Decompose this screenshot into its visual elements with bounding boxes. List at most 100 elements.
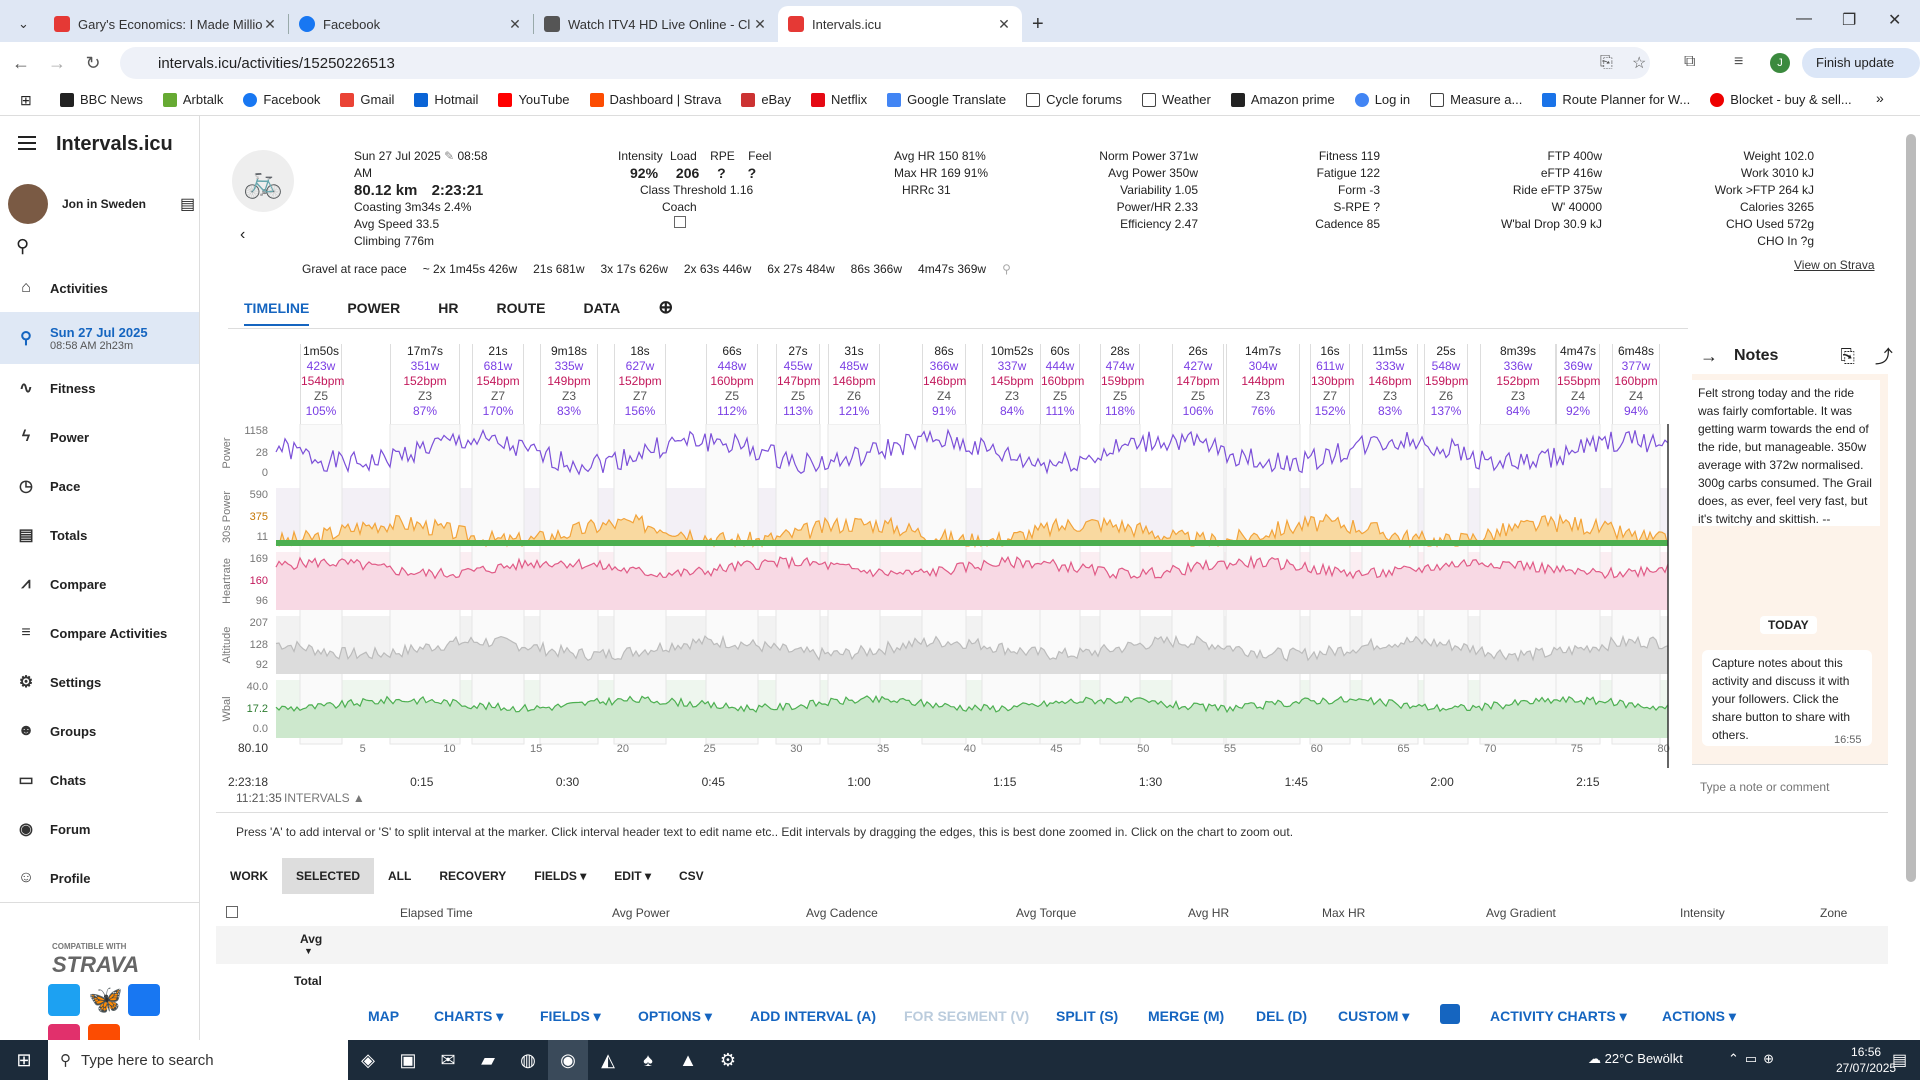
tab-timeline[interactable]: TIMELINE (244, 300, 310, 326)
close-window-icon[interactable]: ✕ (1888, 12, 1902, 29)
edge-icon[interactable]: ◍ (520, 1049, 536, 1070)
interval-header[interactable]: 60s 444w 160bpm Z5 111% (1040, 344, 1084, 424)
app-icon[interactable]: ◭ (601, 1049, 615, 1070)
activity-note[interactable]: Felt strong today and the ride was fairl… (1692, 380, 1880, 526)
bookmark-login[interactable]: Log in (1354, 92, 1410, 107)
interval-header[interactable]: 28s 474w 159bpm Z5 118% (1100, 344, 1144, 424)
new-tab-button[interactable]: + (1032, 12, 1044, 35)
bookmark-ebay[interactable]: eBay (741, 92, 791, 107)
col-avg-hr[interactable]: Avg HR (1188, 906, 1230, 920)
interval-header[interactable]: 6m48s 377w 160bpm Z4 94% (1612, 344, 1660, 424)
filter-work[interactable]: WORK (230, 869, 268, 883)
col-avg-gradient[interactable]: Avg Gradient (1486, 906, 1556, 920)
sidebar-item-compare-activities[interactable]: ≡ Compare Activities (0, 609, 199, 657)
tab-power[interactable]: POWER (347, 300, 401, 316)
extensions-icon[interactable]: ⧉ (1684, 53, 1696, 70)
interval-header[interactable]: 17m7s 351w 152bpm Z3 87% (390, 344, 460, 424)
attach-icon[interactable]: ⎘ (1840, 345, 1855, 366)
bookmark-measure[interactable]: Measure a... (1430, 92, 1522, 107)
search-icon[interactable]: ⚲ (16, 236, 30, 256)
install-icon[interactable]: ⎘ (1600, 54, 1613, 71)
view-on-strava-link[interactable]: View on Strava (1794, 258, 1875, 272)
close-icon[interactable]: ✕ (509, 15, 521, 32)
facebook-share-icon[interactable] (128, 984, 160, 1016)
interval-header[interactable]: 26s 427w 147bpm Z5 106% (1172, 344, 1224, 424)
bookmark-cycle-forums[interactable]: Cycle forums (1026, 92, 1122, 107)
interval-header[interactable]: 1m50s 423w 154bpm Z5 105% (300, 344, 344, 424)
share-icon[interactable]: ⤴ (1874, 347, 1893, 367)
coach-checkbox[interactable] (674, 216, 686, 228)
actions-button[interactable]: ACTIONS ▾ (1662, 1008, 1736, 1024)
col-zone[interactable]: Zone (1820, 906, 1848, 920)
notification-icon[interactable]: ▤ (1892, 1052, 1908, 1069)
bookmark-arbtalk[interactable]: Arbtalk (162, 92, 223, 107)
map-button[interactable]: MAP (368, 1008, 400, 1024)
windows-start-icon[interactable]: ⊞ (16, 1049, 32, 1070)
camera-icon[interactable] (1440, 1004, 1460, 1024)
add-interval-button[interactable]: ADD INTERVAL (A) (750, 1008, 876, 1024)
bookmark-bbc[interactable]: BBC News (60, 92, 143, 107)
media-icon[interactable]: ≡ (1734, 53, 1744, 70)
sort-down-icon[interactable]: ▼ (304, 946, 313, 956)
sidebar-item-chats[interactable]: ▭ Chats (0, 756, 199, 804)
sidebar-item-settings[interactable]: ⚙ Settings (0, 658, 199, 706)
vlc-icon[interactable]: ▲ (679, 1049, 697, 1070)
filter-all[interactable]: ALL (388, 869, 412, 883)
select-all-checkbox[interactable] (226, 906, 238, 918)
tab-4-active[interactable]: Intervals.icu ✕ (778, 6, 1022, 42)
menu-icon[interactable] (18, 136, 36, 150)
col-avg-power[interactable]: Avg Power (612, 906, 670, 920)
intervals-toggle[interactable]: INTERVALS ▲ (284, 791, 365, 804)
maximize-icon[interactable]: ❐ (1842, 12, 1857, 29)
instagram-icon[interactable] (48, 1024, 80, 1040)
for-segment-button[interactable]: FOR SEGMENT (V) (904, 1008, 1030, 1024)
bookmark-facebook[interactable]: Facebook (243, 92, 320, 107)
add-tab-icon[interactable]: ⊕ (658, 297, 674, 317)
chevron-left-icon[interactable]: ‹ (240, 226, 246, 243)
tab-3[interactable]: Watch ITV4 HD Live Online - Cl ✕ (534, 6, 778, 42)
user-profile[interactable]: Jon in Sweden ▤ (8, 184, 195, 224)
col-max-hr[interactable]: Max HR (1322, 906, 1366, 920)
col-avg-torque[interactable]: Avg Torque (1016, 906, 1077, 920)
bookmark-youtube[interactable]: YouTube (498, 92, 570, 107)
interval-header[interactable]: 11m5s 333w 146bpm Z3 83% (1362, 344, 1418, 424)
file-explorer-icon[interactable]: ▰ (481, 1049, 495, 1070)
interval-header[interactable]: 16s 611w 130bpm Z7 152% (1310, 344, 1354, 424)
fields-dropdown[interactable]: FIELDS ▾ (534, 869, 587, 883)
app-logo[interactable]: Intervals.icu (56, 133, 173, 155)
search-icon[interactable]: ⚲ (1002, 262, 1011, 276)
interval-header[interactable]: 66s 448w 160bpm Z5 112% (706, 344, 758, 424)
delete-button[interactable]: DEL (D) (1256, 1008, 1308, 1024)
bookmark-route-planner[interactable]: Route Planner for W... (1542, 92, 1690, 107)
bookmark-star-icon[interactable]: ☆ (1632, 55, 1647, 72)
options-button[interactable]: OPTIONS ▾ (638, 1008, 712, 1024)
back-icon[interactable]: ← (12, 52, 30, 73)
bookmark-strava[interactable]: Dashboard | Strava (589, 92, 721, 107)
copilot-icon[interactable]: ◈ (361, 1049, 375, 1070)
finish-update-button[interactable]: Finish update ⋮ (1802, 48, 1920, 100)
tab-route[interactable]: ROUTE (496, 300, 546, 316)
tab-2[interactable]: Facebook ✕ (289, 6, 533, 42)
notes-icon[interactable]: ▤ (180, 196, 196, 213)
timeline-chart[interactable]: Power 30s Power Heartrate Altitude Wbal 1158 2… (216, 424, 1676, 804)
store-icon[interactable]: ▣ (399, 1049, 417, 1070)
sidebar-item-groups[interactable]: ☻ Groups (17, 722, 97, 739)
sidebar-item-activities[interactable]: ⌂ Activities (0, 264, 199, 312)
col-elapsed-time[interactable]: Elapsed Time (400, 906, 473, 920)
bluesky-icon[interactable]: 🦋 (88, 984, 123, 1015)
close-icon[interactable]: ✕ (998, 15, 1010, 32)
col-avg-cadence[interactable]: Avg Cadence (806, 906, 878, 920)
outlook-icon[interactable]: ✉ (440, 1049, 456, 1070)
bookmark-blocket[interactable]: Blocket - buy & sell... (1710, 92, 1852, 107)
charts-button[interactable]: CHARTS ▾ (434, 1008, 504, 1024)
close-icon[interactable]: ✕ (754, 15, 766, 32)
interval-header[interactable]: 25s 548w 159bpm Z6 137% (1424, 344, 1468, 424)
twitter-icon[interactable] (48, 984, 80, 1016)
col-intensity[interactable]: Intensity (1680, 906, 1725, 920)
sidebar-item-compare[interactable]: ⩘ Compare (0, 560, 199, 608)
interval-header[interactable]: 9m18s 335w 149bpm Z3 83% (540, 344, 598, 424)
interval-header[interactable]: 10m52s 337w 145bpm Z3 84% (982, 344, 1042, 424)
custom-button[interactable]: CUSTOM ▾ (1338, 1008, 1410, 1024)
solitaire-icon[interactable]: ♠ (643, 1049, 653, 1070)
sidebar-item-totals[interactable]: ▤ Totals (0, 511, 199, 559)
